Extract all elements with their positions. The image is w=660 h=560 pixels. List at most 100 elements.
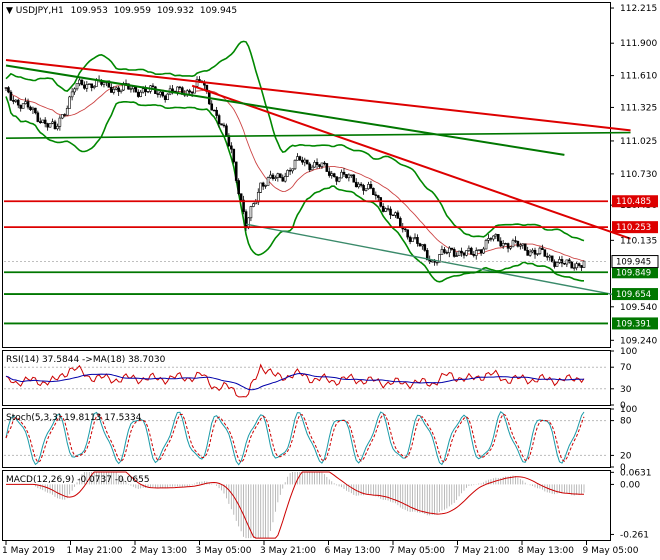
candle-body — [156, 93, 160, 95]
candle-body — [146, 91, 150, 93]
candle-body — [288, 170, 292, 172]
candle-body — [24, 101, 27, 104]
macd-pane — [6, 471, 585, 539]
candle-body — [369, 184, 373, 189]
candle-body — [484, 240, 488, 250]
candle-body — [470, 247, 473, 255]
price-tick-label: 110.135 — [620, 236, 657, 246]
header-high: 109.959 — [114, 6, 151, 16]
candle-body — [563, 262, 566, 265]
candle-body — [90, 83, 94, 88]
candle-body — [452, 248, 456, 257]
candle-body — [283, 176, 287, 182]
candle-body — [83, 84, 86, 89]
candle-body — [4, 87, 8, 89]
current-price-tag — [611, 255, 659, 269]
candle-body — [381, 206, 385, 212]
candle-body — [271, 174, 275, 179]
candle-body — [259, 182, 263, 193]
candle-body — [7, 87, 10, 93]
candle-body — [443, 249, 446, 253]
candle-body — [447, 247, 451, 254]
candle-body — [80, 79, 84, 86]
time-tick-label: 1 May 21:00 — [67, 546, 123, 556]
stoch-signal-line — [5, 413, 585, 464]
candle-body — [264, 185, 267, 187]
candle-body — [570, 261, 574, 269]
red-trendline-steep — [191, 84, 631, 240]
candle-body — [359, 183, 363, 186]
stoch-label: Stoch(5,3,3) 19.8113 17.5334 — [6, 413, 142, 423]
macd-tick-label: -0.261 — [620, 530, 649, 540]
candle-body — [301, 159, 304, 163]
candle-body — [337, 177, 341, 182]
candle-body — [43, 119, 47, 124]
price-tick-label: 111.025 — [620, 137, 657, 147]
candle-body — [102, 82, 106, 85]
chart-header: ▼ USDJPY,H1 109.953 109.959 109.932 109.… — [6, 6, 237, 16]
candle-body — [492, 235, 495, 240]
macd-tick-label: 0.00 — [620, 480, 640, 490]
candle-body — [242, 199, 245, 212]
candle-body — [38, 121, 42, 123]
candle-body — [85, 84, 89, 89]
candle-body — [230, 145, 233, 150]
candle-body — [357, 183, 360, 188]
candle-body — [171, 88, 174, 92]
candle-body — [411, 237, 414, 242]
stoch-pane — [4, 411, 608, 466]
candle-body — [16, 99, 20, 106]
candle-body — [352, 174, 356, 183]
candle-body — [119, 89, 123, 92]
candle-body — [376, 195, 380, 198]
candle-body — [78, 79, 81, 84]
candle-body — [548, 255, 552, 258]
price-pane — [4, 40, 631, 325]
candle-body — [31, 107, 35, 111]
candle-body — [460, 250, 463, 254]
time-tick-label: 2 May 13:00 — [131, 546, 187, 556]
candle-body — [327, 171, 331, 176]
candle-body — [389, 208, 392, 216]
candle-body — [305, 159, 309, 165]
candle-body — [323, 162, 326, 165]
candle-body — [496, 234, 500, 242]
candle-body — [188, 90, 191, 93]
rsi-pane-frame — [2, 350, 611, 406]
candle-body — [313, 162, 316, 168]
candle-body — [87, 83, 91, 85]
macd-tick-label: 0.0631 — [620, 468, 652, 478]
candle-body — [14, 99, 18, 102]
level-price-tag-label: 109.391 — [616, 319, 651, 329]
candle-body — [550, 255, 554, 262]
candle-body — [215, 109, 218, 116]
candle-body — [217, 115, 221, 124]
time-tick-label: 9 May 05:00 — [583, 546, 639, 556]
candle-body — [482, 248, 485, 254]
macd-label: MACD(12,26,9) -0.0737 -0.0655 — [6, 475, 150, 485]
price-tick-label: 111.900 — [620, 39, 657, 49]
candle-body — [68, 96, 71, 109]
candle-body — [416, 237, 419, 244]
candle-body — [413, 237, 417, 239]
price-tick-label: 110.730 — [620, 170, 657, 180]
candle-body — [330, 173, 334, 176]
candle-body — [166, 93, 169, 100]
candle-body — [190, 91, 194, 94]
candle-body — [249, 206, 253, 219]
time-tick-label: 7 May 21:00 — [454, 546, 510, 556]
candle-body — [421, 244, 424, 247]
candle-body — [293, 159, 297, 170]
candle-body — [161, 91, 165, 97]
candle-body — [261, 182, 265, 187]
candle-body — [545, 256, 549, 258]
candle-body — [141, 88, 145, 93]
candle-body — [232, 148, 236, 163]
candle-body — [237, 180, 240, 195]
candle-body — [279, 173, 282, 178]
price-tick-label: 109.240 — [620, 336, 657, 346]
bollinger-upper-band — [5, 40, 585, 242]
rsi-label: RSI(14) 37.5844 ->MA(18) 38.7030 — [6, 355, 166, 365]
candle-body — [340, 171, 343, 179]
header-open: 109.953 — [71, 6, 108, 16]
